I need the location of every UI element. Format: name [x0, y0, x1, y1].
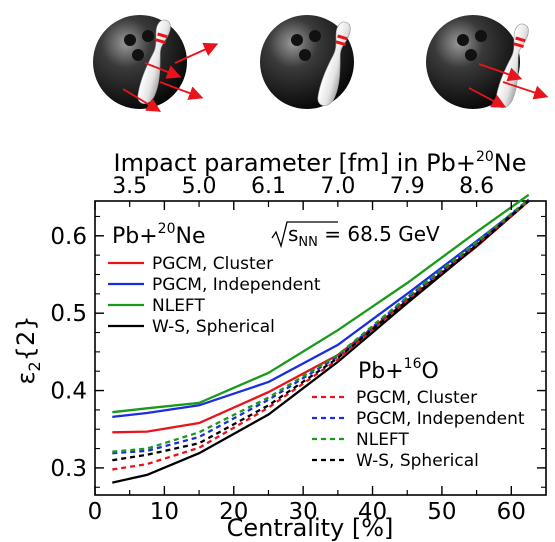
- top-tick-label: 6.1: [251, 174, 286, 199]
- series-group: [112, 193, 530, 484]
- top-tick-label: 5.0: [182, 174, 217, 199]
- legend-label: NLEFT: [356, 430, 409, 450]
- y-axis-title: ε2{2}: [12, 316, 44, 385]
- legend-label: PGCM, Independent: [152, 275, 321, 295]
- y-tick-label: 0.5: [50, 301, 87, 327]
- x-tick-label: 0: [88, 499, 103, 525]
- legend-label: W-S, Spherical: [152, 317, 275, 337]
- impact-arrows-icon: [122, 42, 219, 112]
- y-tick-label: 0.6: [50, 224, 87, 250]
- bowling-panel-1: [93, 15, 219, 112]
- legend-ne-title: Pb+20Ne: [112, 221, 206, 249]
- x-tick-label: 20: [219, 499, 248, 525]
- top-tick-label: 7.9: [390, 174, 425, 199]
- y-tick-label: 0.3: [50, 456, 87, 482]
- series-line-ne-1: [112, 200, 530, 419]
- svg-text:sNN = 68.5 GeV: sNN = 68.5 GeV: [288, 222, 440, 250]
- series-line-o-5: [112, 198, 530, 455]
- bowling-ball-icon: [426, 15, 520, 109]
- y-tick-label: 0.4: [50, 379, 87, 405]
- illustration: [93, 15, 549, 112]
- bowling-pin-icon: [137, 19, 171, 104]
- bowling-pin-icon: [317, 21, 351, 106]
- legend-label: W-S, Spherical: [356, 451, 479, 471]
- legend-label: NLEFT: [152, 296, 205, 316]
- x-tick-label: 10: [150, 499, 179, 525]
- plot-frame: [94, 200, 547, 496]
- legend-o-title: Pb+16O: [358, 356, 439, 384]
- legend-label: PGCM, Cluster: [356, 388, 477, 408]
- bowling-panel-3: [426, 15, 549, 109]
- x-axis-title: Centrality [%]: [227, 514, 394, 542]
- x-tick-label: 60: [497, 499, 526, 525]
- top-axis-title: Impact parameter [fm] in Pb+20Ne: [113, 149, 526, 177]
- series-line-o-7: [112, 200, 530, 462]
- x-tick-label: 30: [289, 499, 318, 525]
- legend-label: PGCM, Cluster: [152, 254, 273, 274]
- chart: 0 10 20 30 40 50 60 0.3 0.4 0.5 0.6 3.5 5.0 6.1 7.0 7…: [12, 149, 547, 542]
- top-tick-label: 8.6: [459, 174, 494, 199]
- x-tick-label: 50: [427, 499, 456, 525]
- impact-arrows-icon: [468, 63, 549, 108]
- legend-label: PGCM, Independent: [356, 409, 525, 429]
- top-tick-label: 7.0: [320, 174, 355, 199]
- energy-annotation: sNN = 68.5 GeV: [271, 221, 440, 250]
- bottom-ticks: 0 10 20 30 40 50 60: [88, 201, 526, 525]
- top-tick-label: 3.5: [112, 174, 147, 199]
- bowling-panel-2: [260, 15, 354, 109]
- top-ticks: 3.5 5.0 6.1 7.0 7.9 8.6: [112, 174, 494, 207]
- left-ticks: 0.3 0.4 0.5 0.6: [50, 215, 546, 488]
- series-line-o-6: [112, 198, 530, 453]
- series-line-ne-2: [112, 193, 530, 414]
- x-tick-label: 40: [358, 499, 387, 525]
